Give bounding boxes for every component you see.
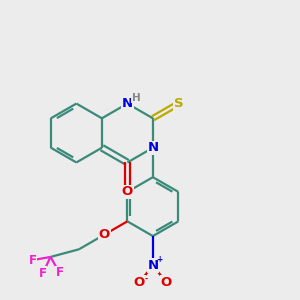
- Text: H: H: [131, 93, 140, 103]
- Text: N: N: [147, 259, 158, 272]
- Text: F: F: [39, 267, 47, 280]
- Text: O: O: [99, 228, 110, 241]
- Text: F: F: [29, 254, 37, 267]
- Text: O: O: [122, 185, 133, 198]
- Text: S: S: [174, 97, 183, 110]
- Text: +: +: [156, 255, 162, 264]
- Text: N: N: [147, 141, 158, 154]
- Text: -: -: [145, 274, 148, 284]
- Text: O: O: [161, 276, 172, 289]
- Text: F: F: [56, 266, 64, 279]
- Text: O: O: [134, 276, 145, 289]
- Text: N: N: [122, 97, 133, 110]
